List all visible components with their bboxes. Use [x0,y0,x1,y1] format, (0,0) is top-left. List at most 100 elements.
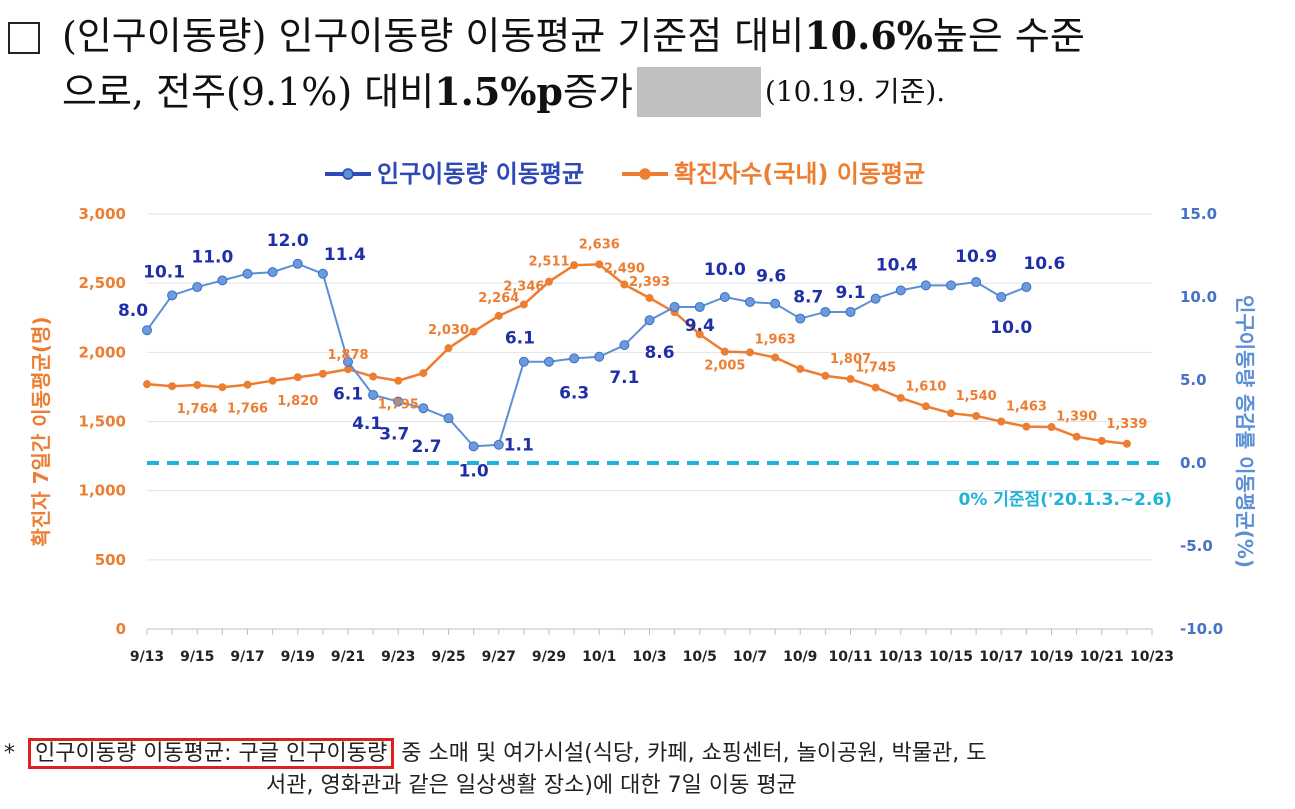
cases-point [168,382,177,391]
population-point [745,296,755,307]
cases-data-label: 2,005 [704,359,745,374]
cases-point [419,369,428,378]
cases-point [1072,432,1081,441]
population-point [946,280,956,291]
cases-data-label: 1,764 [177,402,218,417]
population-point [544,356,554,367]
cases-point [771,353,780,362]
left-axis-tick-label: 2,000 [79,343,126,361]
population-point [971,277,982,288]
heading: (인구이동량) 인구이동량 이동평균 기준점 대비 10.6% 높은 수준 으로… [8,8,1288,120]
population-point [468,441,479,452]
cases-point [545,277,553,286]
population-point [619,340,630,351]
population-data-label: 10.0 [990,318,1032,338]
cases-data-label: 1,390 [1056,410,1097,425]
population-data-label: 10.0 [704,260,746,280]
cases-point [218,383,227,392]
x-axis-tick-label: 10/23 [1130,649,1174,665]
left-axis-title: 확진자 7일간 이동평균(명) [29,316,53,546]
cases-data-label: 2,490 [604,262,645,277]
left-axis-tick-label: 2,500 [79,274,126,292]
population-point [594,351,605,362]
x-axis-tick-label: 10/13 [879,649,923,665]
x-axis-tick-label: 10/3 [632,649,666,665]
cases-data-label: 2,346 [503,279,544,294]
legend-population-marker [342,168,354,180]
population-point [267,267,278,278]
population-data-label: 12.0 [267,231,309,251]
combo-line-chart: 3,000 2,500 2,000 1,500 1,000 500 0 15.0 10.0 5.0… [29,160,1257,665]
cases-point [268,376,277,385]
cases-point [896,393,905,402]
cases-point [394,376,403,385]
left-axis-tick-label: 0 [116,620,126,638]
cases-point [796,364,805,373]
heading-line2-highlight: 1.5%p [434,69,563,114]
cases-point [695,330,704,339]
x-axis-tick-label: 9/19 [281,649,315,665]
right-axis-tick-label: 0.0 [1180,454,1207,472]
population-point [493,439,504,450]
cases-data-label: 1,795 [378,398,419,413]
heading-line2-prefix: 으로, 전주(9.1%) 대비 [62,70,435,114]
population-data-label: 10.6 [1023,254,1065,274]
population-point [694,301,705,312]
population-data-label: 6.1 [333,385,363,405]
x-axis-tick-label: 9/23 [381,649,415,665]
x-axis-tick-label: 10/17 [979,649,1023,665]
population-point [820,306,831,317]
x-axis-tick-label: 9/13 [130,649,164,665]
cases-data-label: 1,820 [277,394,318,409]
population-point [217,275,228,286]
cases-point [1097,436,1106,445]
population-point [795,313,806,324]
population-point [845,306,856,317]
cases-point [871,383,880,392]
legend-cases-marker [639,168,651,180]
population-point [870,293,881,304]
population-point [518,356,529,367]
cases-data-label: 1,610 [905,379,946,394]
population-point [770,298,781,309]
x-axis-tick-label: 10/11 [828,649,872,665]
cases-point [318,369,327,378]
population-data-label: 8.7 [793,288,823,308]
population-point [895,285,906,296]
population-point [317,268,328,279]
x-axis-tick-label: 10/19 [1029,649,1073,665]
checkbox-bullet-icon [8,22,40,54]
cases-point [570,261,579,270]
footnote-text: 중 소매 및 여가시설(식당, 카페, 쇼핑센터, 놀이공원, 박물관, 도 [401,741,987,766]
population-data-label: 10.4 [876,255,918,275]
population-point [292,258,303,269]
heading-date-note: (10.19. 기준). [764,75,946,108]
x-axis-tick-label: 9/17 [230,649,264,665]
population-data-label: 9.4 [685,316,715,336]
left-axis-tick-label: 1,000 [79,482,126,500]
cases-data-label: 2,264 [478,291,519,306]
baseline-label: 0% 기준점('20.1.3.~2.6) [959,490,1173,510]
cases-data-label: 1,339 [1106,417,1147,432]
population-data-label: 9.1 [835,283,865,303]
x-axis-tick-label: 10/7 [733,649,767,665]
cases-point [1022,422,1031,431]
cases-data-label: 1,745 [855,361,896,376]
population-point [719,292,730,302]
x-axis-tick-label: 9/25 [431,649,465,665]
cases-point [846,375,855,384]
footnote-highlight-box: 인구이동량 이동평균: 구글 인구이동량 [28,738,395,769]
population-data-label: 1.1 [504,436,534,456]
right-axis-tick-label: 5.0 [1180,371,1207,389]
population-data-label: 6.1 [505,329,535,349]
population-series-line [146,262,1027,448]
cases-point [519,300,528,309]
left-axis-tick-label: 500 [95,551,126,569]
cases-point [193,380,202,389]
right-axis-tick-label: 10.0 [1180,288,1217,306]
cases-point [1122,439,1131,448]
population-data-label: 6.3 [559,383,589,403]
heading-line-1: (인구이동량) 인구이동량 이동평균 기준점 대비 10.6% 높은 수준 [8,8,1288,64]
cases-series-line [146,263,1128,446]
x-axis-tick-label: 9/27 [482,649,516,665]
